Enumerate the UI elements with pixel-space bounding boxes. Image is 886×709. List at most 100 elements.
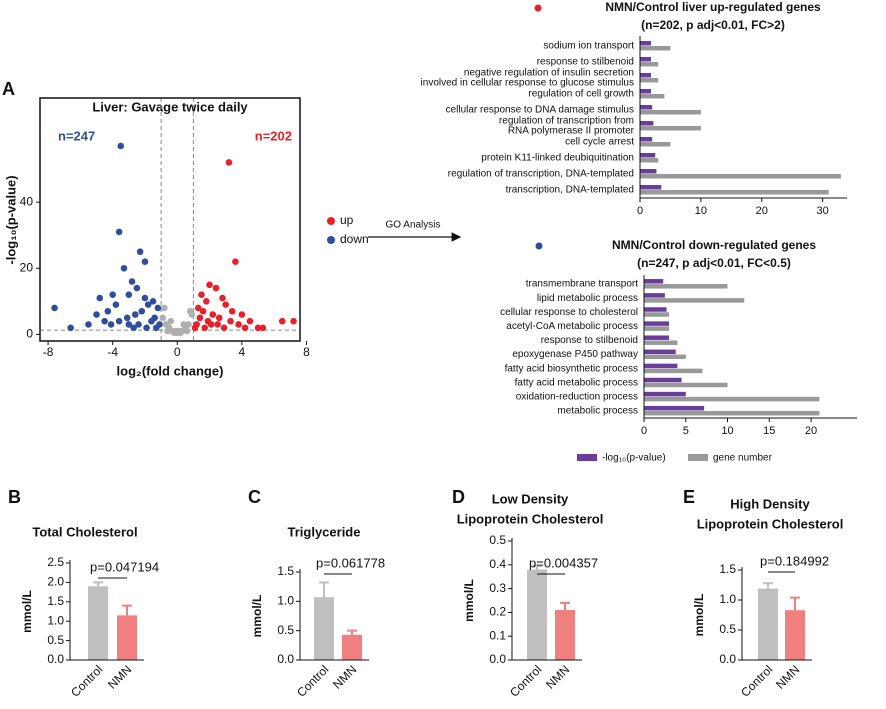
point [67, 324, 74, 332]
point [198, 291, 205, 299]
legend-marker [327, 217, 335, 225]
y-tick-label: 2.0 [47, 575, 64, 589]
point [212, 284, 220, 292]
point [194, 304, 202, 312]
y-axis-label: mmol/L [692, 594, 706, 637]
legend-label: up [340, 213, 354, 227]
point [207, 321, 215, 328]
panel-letter: A [2, 79, 15, 99]
y-axis-label: -log₁₀(p-value) [3, 175, 18, 264]
x-tick-label: 8 [303, 345, 310, 359]
x-tick-label: Control [507, 662, 544, 699]
point [180, 321, 188, 328]
y-tick-label: 2.5 [47, 555, 64, 569]
chart-title: Lipoprotein Cholesterol [697, 516, 844, 531]
y-tick-label: 1.0 [277, 594, 294, 608]
category-label: cellular response to DNA damage stimulus [446, 105, 634, 116]
bar [644, 312, 670, 317]
bar [555, 610, 575, 660]
error-bar [763, 582, 773, 589]
bar [640, 62, 659, 67]
error-bar [93, 581, 103, 587]
point [177, 329, 184, 337]
point [141, 294, 149, 302]
p-value-label: p=0.047194 [90, 559, 159, 574]
bar [644, 382, 728, 388]
point [225, 159, 233, 166]
bar [644, 354, 686, 360]
point [154, 304, 162, 312]
y-tick-label: 0.5 [47, 633, 64, 647]
x-tick-label: Control [738, 662, 775, 699]
bar [640, 137, 653, 142]
title-marker [535, 242, 543, 250]
bar [644, 405, 705, 411]
y-tick-label: 0.0 [489, 652, 506, 666]
y-tick-label: 0.5 [489, 533, 506, 547]
bar [527, 569, 547, 660]
arrow-label: GO Analysis [385, 220, 440, 231]
category-label: negative regulation of insulin secretion [464, 68, 634, 79]
bar [640, 57, 651, 62]
point [241, 324, 249, 332]
bar [640, 46, 671, 51]
panel-letter: D [452, 487, 465, 507]
category-label: RNA polymerase II promoter [508, 126, 635, 137]
chart-title: Triglyceride [288, 524, 361, 539]
panel-letter: C [248, 487, 261, 507]
bar [640, 78, 659, 83]
bar [758, 588, 778, 660]
x-tick-label: NMN [773, 662, 802, 691]
chart-title: Total Cholesterol [32, 524, 137, 539]
point [203, 298, 210, 305]
bar [644, 335, 670, 340]
bar [644, 321, 670, 326]
y-tick-label: 0.4 [489, 557, 506, 571]
chart-title: Liver: Gavage twice daily [92, 99, 248, 114]
point [183, 327, 191, 335]
chart-subtitle: (n=202, p adj<0.01, FC>2) [641, 18, 785, 32]
count-label: n=202 [255, 128, 292, 143]
x-tick-label: 10 [695, 205, 707, 217]
point [238, 311, 246, 318]
point [107, 321, 115, 328]
chart-title: Low Density [492, 491, 569, 506]
p-value-label: p=0.061778 [316, 555, 385, 570]
point [185, 321, 192, 328]
bar [640, 41, 651, 46]
point [222, 301, 230, 308]
chart-title: NMN/Control down-regulated genes [612, 238, 816, 252]
legend-label: -log₁₀(p-value) [602, 453, 666, 464]
category-label: transmembrane transport [526, 279, 638, 290]
point [278, 317, 286, 325]
point [201, 324, 209, 332]
bar [640, 73, 651, 78]
y-tick-label: 0.0 [47, 652, 64, 666]
point [123, 314, 131, 322]
point [109, 291, 116, 299]
bar [644, 377, 682, 383]
point [131, 311, 139, 318]
category-label: sodium ion transport [543, 41, 634, 52]
bar [640, 190, 829, 195]
panel-letter: B [8, 487, 21, 507]
point [186, 307, 194, 315]
bar [644, 368, 703, 374]
bar [88, 586, 108, 660]
point [232, 258, 239, 265]
x-tick-label: NMN [543, 662, 572, 691]
bar [644, 340, 678, 345]
x-tick-label: Control [294, 662, 331, 699]
point [196, 314, 204, 322]
category-label: cellular response to cholesterol [500, 307, 638, 318]
bar [644, 410, 820, 416]
bar [640, 89, 651, 94]
y-axis-label: mmol/L [462, 579, 476, 622]
point [227, 317, 234, 325]
bar [785, 610, 805, 660]
x-axis-label: log₂(fold change) [117, 363, 224, 378]
bar [644, 284, 728, 289]
category-label: response to stilbenoid [537, 57, 634, 68]
x-tick-label: 4 [239, 345, 246, 359]
